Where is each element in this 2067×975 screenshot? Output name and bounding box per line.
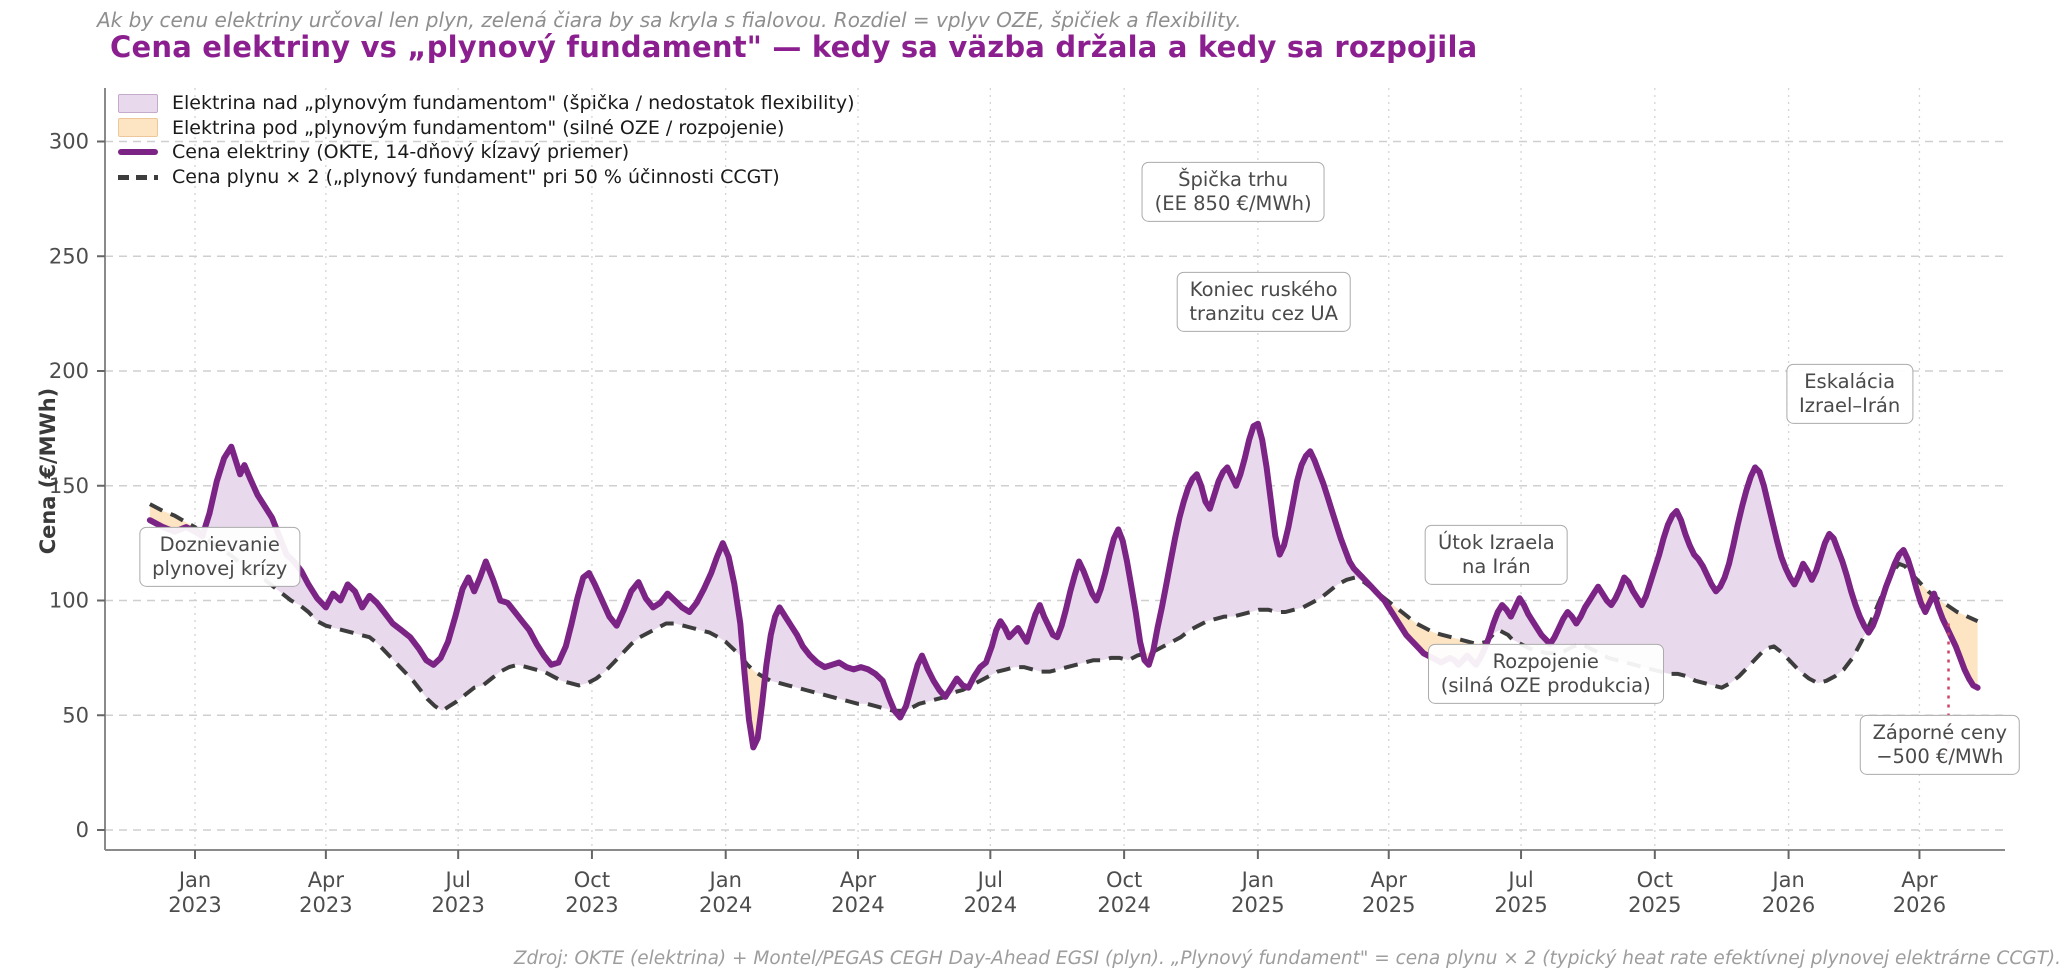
x-tick-label: Jul xyxy=(976,868,1003,892)
annotation-line: Špička trhu xyxy=(1178,167,1289,191)
x-tick-label: 2025 xyxy=(1231,893,1284,917)
x-tick-label: 2024 xyxy=(699,893,752,917)
legend-item-2: Cena elektriny (OKTE, 14-dňový kĺzavý pr… xyxy=(118,140,855,165)
y-tick-label: 300 xyxy=(49,130,89,154)
fill-below-region xyxy=(743,659,765,748)
legend-item-0: Elektrina nad „plynovým fundamentom" (šp… xyxy=(118,91,855,116)
x-tick-label: 2024 xyxy=(964,893,1017,917)
annotation-line: na Irán xyxy=(1462,554,1531,578)
y-tick-label: 0 xyxy=(76,818,89,842)
fill-above-region xyxy=(904,655,968,710)
legend-patch-swatch xyxy=(118,93,158,113)
legend: Elektrina nad „plynovým fundamentom" (šp… xyxy=(118,91,855,189)
y-tick-label: 50 xyxy=(62,703,89,727)
annotation-line: Útok Izraela xyxy=(1437,530,1555,554)
x-tick-label: Apr xyxy=(1371,868,1408,892)
legend-patch-swatch xyxy=(118,118,158,138)
x-tick-label: Jul xyxy=(444,868,471,892)
legend-label: Elektrina pod „plynovým fundamentom" (si… xyxy=(172,116,785,139)
x-tick-label: Apr xyxy=(840,868,877,892)
annotation-line: Záporné ceny xyxy=(1872,720,2008,744)
x-tick-label: 2023 xyxy=(431,893,484,917)
annotation-eskalacia: Eskalácia Izrael–Irán xyxy=(1786,363,1914,425)
annotation-line: (silná OZE produkcia) xyxy=(1440,673,1651,697)
electricity-line xyxy=(146,420,1981,751)
annotation-line: Koniec ruského xyxy=(1189,277,1338,301)
x-tick-label: 2025 xyxy=(1362,893,1415,917)
x-tick-label: 2026 xyxy=(1893,893,1946,917)
legend-label: Cena plynu × 2 („plynový fundament" pri … xyxy=(172,166,780,189)
y-tick-label: 200 xyxy=(49,359,89,383)
chart-subtitle: Ak by cenu elektriny určoval len plyn, z… xyxy=(97,8,1242,32)
annotation-line: Eskalácia xyxy=(1804,369,1896,393)
legend-dashed-swatch xyxy=(118,174,158,180)
y-axis-title: Cena (€/MWh) xyxy=(36,387,60,555)
y-tick-label: 150 xyxy=(49,474,89,498)
fill-above-region xyxy=(202,446,744,711)
source-note: Zdroj: OKTE (elektrina) + Montel/PEGAS C… xyxy=(513,948,2061,969)
annotation-line: Doznievanie xyxy=(159,532,280,556)
y-tick-label: 100 xyxy=(49,589,89,613)
legend-swatch-chip xyxy=(118,174,158,180)
legend-swatch-chip xyxy=(118,93,158,113)
legend-line-swatch xyxy=(118,149,158,156)
annotation-line: −500 €/MWh xyxy=(1876,745,2004,769)
x-tick-label: Oct xyxy=(1637,868,1673,892)
x-tick-label: Jan xyxy=(177,868,211,892)
x-tick-label: 2023 xyxy=(565,893,618,917)
x-tick-label: 2024 xyxy=(831,893,884,917)
x-tick-label: Apr xyxy=(308,868,345,892)
legend-swatch-chip xyxy=(118,118,158,138)
x-tick-label: 2023 xyxy=(168,893,221,917)
annotation-line: Izrael–Irán xyxy=(1799,393,1901,417)
x-tick-label: Oct xyxy=(1106,868,1142,892)
x-tick-label: 2025 xyxy=(1494,893,1547,917)
x-tick-label: 2024 xyxy=(1097,893,1150,917)
gas-fundament-line xyxy=(148,502,1979,713)
x-tick-label: Apr xyxy=(1901,868,1938,892)
legend-label: Elektrina nad „plynovým fundamentom" (šp… xyxy=(172,92,855,115)
x-tick-label: Jan xyxy=(1240,868,1274,892)
x-tick-label: Jan xyxy=(1770,868,1804,892)
x-tick-label: Jul xyxy=(1506,868,1533,892)
legend-label: Cena elektriny (OKTE, 14-dňový kĺzavý pr… xyxy=(172,141,630,164)
x-tick-label: 2026 xyxy=(1762,893,1815,917)
legend-item-3: Cena plynu × 2 („plynový fundament" pri … xyxy=(118,165,855,190)
annotation-line: Rozpojenie xyxy=(1492,649,1599,673)
x-tick-label: Jan xyxy=(708,868,742,892)
chart-title: Cena elektriny vs „plynový fundament" — … xyxy=(110,30,1478,64)
annotation-utok-izraela: Útok Izraela na Irán xyxy=(1424,524,1568,585)
annotation-line: (EE 850 €/MWh) xyxy=(1154,191,1312,215)
annotation-doznievanie: Doznievanie plynovej krízy xyxy=(139,526,301,588)
fill-above-region xyxy=(969,529,1143,687)
legend-item-1: Elektrina pod „plynovým fundamentom" (si… xyxy=(118,116,855,141)
annotation-line: plynovej krízy xyxy=(152,556,288,580)
x-tick-label: 2023 xyxy=(299,893,352,917)
annotation-rozpojenie: Rozpojenie (silná OZE produkcia) xyxy=(1427,643,1664,705)
annotation-zaporne-ceny: Záporné ceny −500 €/MWh xyxy=(1859,714,2021,776)
x-tick-label: Oct xyxy=(574,868,610,892)
y-tick-label: 250 xyxy=(49,244,89,268)
annotation-line: tranzitu cez UA xyxy=(1189,302,1338,326)
annotation-koniec-tranzitu: Koniec ruského tranzitu cez UA xyxy=(1176,271,1351,333)
legend-swatch-chip xyxy=(118,149,158,156)
annotation-spicka-trhu: Špička trhu (EE 850 €/MWh) xyxy=(1141,161,1325,223)
x-tick-label: 2025 xyxy=(1628,893,1681,917)
fill-above-region xyxy=(765,607,895,711)
